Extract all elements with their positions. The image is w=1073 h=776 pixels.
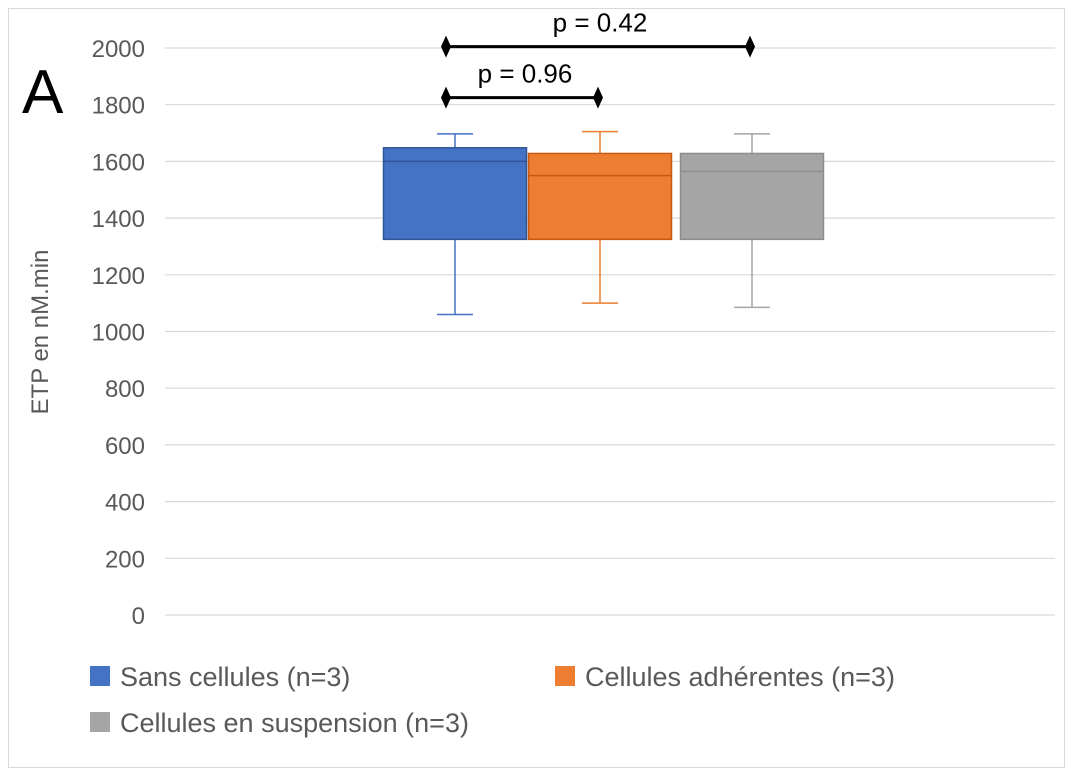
legend-swatch [90,666,110,686]
boxes [382,130,825,316]
legend-item-2: Cellules adhérentes (n=3) [555,662,895,692]
bracket-end-marker [593,86,603,109]
y-tick-label: 1000 [92,320,145,347]
y-tick-label: 1200 [92,263,145,290]
bracket-end-marker [441,35,451,58]
box-3 [679,133,825,309]
y-tick-label: 2000 [92,36,145,63]
legend-label: Cellules en suspension (n=3) [120,708,469,738]
p-value-bracket-1: p = 0.96 [441,59,603,109]
y-tick-label: 1400 [92,206,145,233]
panel-label: A [22,58,64,127]
box-body [679,152,825,241]
p-value-label: p = 0.42 [553,8,648,38]
y-tick-label: 1800 [92,93,145,120]
y-tick-label: 400 [105,490,145,517]
legend-label: Cellules adhérentes (n=3) [585,662,895,692]
box-2 [527,130,673,304]
y-axis-label: ETP en nM.min [27,250,54,415]
legend-swatch [90,712,110,732]
p-value-label: p = 0.96 [478,59,573,89]
legend-item-3: Cellules en suspension (n=3) [90,708,469,738]
y-tick-label: 0 [132,603,145,630]
p-value-bracket-2: p = 0.42 [441,8,755,58]
y-tick-label: 800 [105,376,145,403]
box-1 [382,133,528,316]
gridlines [165,47,1055,616]
y-tick-labels: 0 200 400 600 800 1000 1200 1400 1600 1800 2000 [92,36,145,630]
legend-item-1: Sans cellules (n=3) [90,662,350,692]
significance-annotations: p = 0.96 p = 0.42 [441,8,755,109]
legend: Sans cellules (n=3) Cellules adhérentes (… [90,662,895,738]
legend-label: Sans cellules (n=3) [120,662,350,692]
y-tick-label: 1600 [92,149,145,176]
legend-swatch [555,666,575,686]
y-tick-label: 200 [105,546,145,573]
bracket-end-marker [745,35,755,58]
box-body [382,147,528,241]
bracket-end-marker [441,86,451,109]
box-body [527,152,673,241]
y-tick-label: 600 [105,433,145,460]
